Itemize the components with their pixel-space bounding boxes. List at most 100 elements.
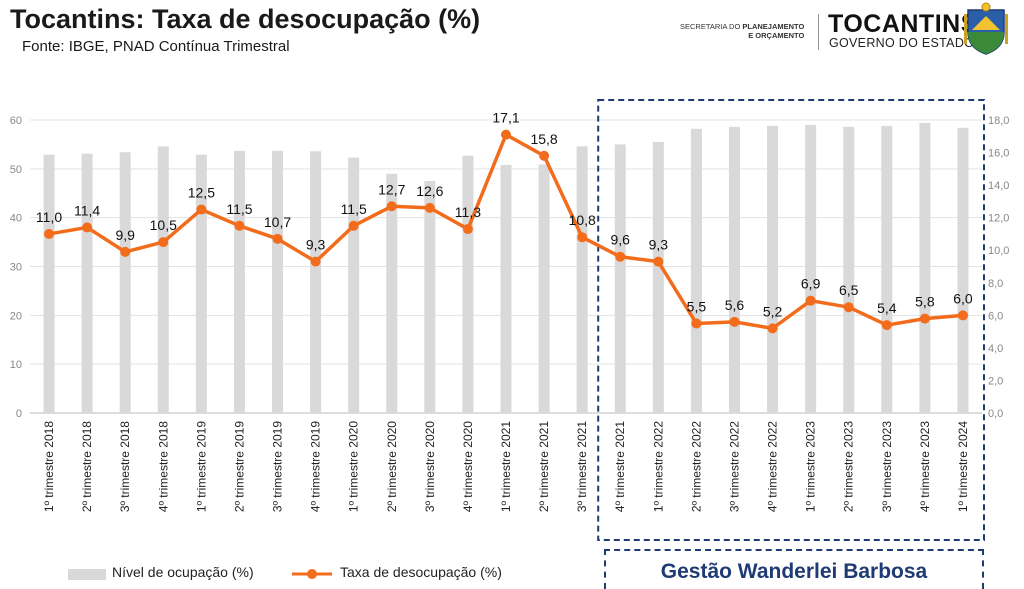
data-label-taxa: 6,0 bbox=[953, 290, 973, 306]
x-tick-label: 2º trimestre 2020 bbox=[385, 421, 399, 512]
data-label-taxa: 17,1 bbox=[492, 110, 519, 126]
x-tick-label: 3º trimestre 2018 bbox=[118, 421, 132, 512]
coat-of-arms-icon bbox=[964, 2, 1008, 55]
bar-nivel-ocupacao bbox=[386, 173, 398, 413]
point-taxa-desocupacao bbox=[272, 233, 283, 244]
x-tick-label: 1º trimestre 2020 bbox=[347, 421, 361, 512]
bar-nivel-ocupacao bbox=[690, 128, 702, 414]
point-taxa-desocupacao bbox=[691, 318, 702, 329]
bar-nivel-ocupacao bbox=[614, 144, 626, 413]
point-taxa-desocupacao bbox=[653, 256, 664, 267]
x-tick-label: 4º trimestre 2020 bbox=[461, 421, 475, 512]
point-taxa-desocupacao bbox=[767, 323, 778, 334]
x-tick-label: 3º trimestre 2023 bbox=[880, 421, 894, 512]
legend-label-taxa: Taxa de desocupação (%) bbox=[340, 564, 502, 580]
x-tick-label: 4º trimestre 2022 bbox=[766, 421, 780, 512]
point-taxa-desocupacao bbox=[843, 302, 854, 313]
point-taxa-desocupacao bbox=[805, 295, 816, 306]
y-right-tick-label: 14,0 bbox=[988, 180, 1009, 192]
x-tick-label: 4º trimestre 2018 bbox=[156, 421, 170, 512]
bar-nivel-ocupacao bbox=[195, 154, 207, 413]
y-left-tick-label: 0 bbox=[16, 408, 22, 420]
y-right-tick-label: 4,0 bbox=[988, 343, 1003, 355]
x-tick-label: 3º trimestre 2022 bbox=[727, 421, 741, 512]
x-tick-label: 3º trimestre 2020 bbox=[423, 421, 437, 512]
bar-nivel-ocupacao bbox=[348, 157, 360, 413]
data-label-taxa: 11,4 bbox=[74, 202, 100, 218]
legend-bar-swatch bbox=[68, 569, 106, 580]
data-label-taxa: 5,2 bbox=[763, 303, 783, 319]
point-taxa-desocupacao bbox=[196, 204, 207, 215]
data-label-taxa: 10,8 bbox=[569, 212, 596, 228]
y-right-tick-label: 12,0 bbox=[988, 213, 1009, 225]
x-tick-label: 2º trimestre 2022 bbox=[689, 421, 703, 512]
data-label-taxa: 9,6 bbox=[611, 232, 631, 248]
data-label-taxa: 10,5 bbox=[150, 217, 177, 233]
y-right-tick-label: 2,0 bbox=[988, 375, 1003, 387]
data-label-taxa: 15,8 bbox=[530, 131, 557, 147]
bar-nivel-ocupacao bbox=[843, 126, 855, 413]
bar-nivel-ocupacao bbox=[119, 152, 131, 414]
bar-nivel-ocupacao bbox=[805, 124, 817, 413]
bar-nivel-ocupacao bbox=[728, 126, 740, 413]
y-right-tick-label: 16,0 bbox=[988, 148, 1009, 160]
y-right-tick-label: 6,0 bbox=[988, 310, 1003, 322]
point-taxa-desocupacao bbox=[82, 222, 93, 233]
bar-nivel-ocupacao bbox=[652, 141, 664, 413]
highlight-region bbox=[597, 99, 985, 541]
bar-nivel-ocupacao bbox=[767, 125, 779, 414]
point-taxa-desocupacao bbox=[539, 150, 550, 161]
logo-divider bbox=[818, 14, 819, 50]
bar-nivel-ocupacao bbox=[957, 127, 969, 414]
y-left-tick-label: 60 bbox=[10, 115, 22, 127]
data-label-taxa: 12,7 bbox=[378, 181, 405, 197]
bar-nivel-ocupacao bbox=[233, 150, 245, 413]
data-label-taxa: 9,9 bbox=[115, 227, 135, 243]
point-taxa-desocupacao bbox=[615, 251, 626, 262]
x-tick-label: 2º trimestre 2018 bbox=[80, 421, 94, 512]
data-label-taxa: 9,3 bbox=[649, 237, 669, 253]
x-tick-label: 1º trimestre 2018 bbox=[42, 421, 56, 512]
bar-nivel-ocupacao bbox=[538, 164, 550, 413]
x-tick-label: 1º trimestre 2024 bbox=[956, 421, 970, 512]
x-tick-label: 1º trimestre 2021 bbox=[499, 421, 513, 512]
data-label-taxa: 5,8 bbox=[915, 294, 935, 310]
x-tick-label: 1º trimestre 2022 bbox=[651, 421, 665, 512]
data-label-taxa: 6,5 bbox=[839, 282, 859, 298]
x-tick-label: 4º trimestre 2021 bbox=[613, 421, 627, 512]
x-tick-label: 1º trimestre 2019 bbox=[194, 421, 208, 512]
gestao-label-box bbox=[604, 549, 984, 589]
chart-title: Tocantins: Taxa de desocupação (%) bbox=[10, 4, 481, 34]
data-label-taxa: 6,9 bbox=[801, 276, 821, 292]
bar-nivel-ocupacao bbox=[310, 151, 322, 413]
x-tick-label: 3º trimestre 2019 bbox=[271, 421, 285, 512]
data-label-taxa: 12,6 bbox=[416, 183, 443, 199]
y-right-tick-label: 8,0 bbox=[988, 278, 1003, 290]
y-left-tick-label: 50 bbox=[10, 164, 22, 176]
bar-nivel-ocupacao bbox=[43, 154, 55, 413]
y-left-tick-label: 10 bbox=[10, 359, 22, 371]
point-taxa-desocupacao bbox=[919, 313, 930, 324]
y-right-tick-label: 18,0 bbox=[988, 115, 1009, 127]
data-label-taxa: 5,4 bbox=[877, 300, 897, 316]
point-taxa-desocupacao bbox=[881, 320, 892, 331]
x-tick-label: 4º trimestre 2023 bbox=[918, 421, 932, 512]
data-label-taxa: 5,5 bbox=[687, 298, 707, 314]
x-tick-label: 3º trimestre 2021 bbox=[575, 421, 589, 512]
point-taxa-desocupacao bbox=[424, 202, 435, 213]
y-left-tick-label: 20 bbox=[10, 310, 22, 322]
point-taxa-desocupacao bbox=[462, 224, 473, 235]
y-left-tick-label: 40 bbox=[10, 213, 22, 225]
secretaria-line2: E ORÇAMENTO bbox=[748, 31, 805, 40]
y-right-tick-label: 0,0 bbox=[988, 408, 1003, 420]
data-label-taxa: 11,5 bbox=[341, 201, 367, 217]
legend-line-swatch bbox=[292, 569, 332, 579]
x-tick-label: 1º trimestre 2023 bbox=[804, 421, 818, 512]
bar-nivel-ocupacao bbox=[576, 146, 588, 413]
state-government-label: GOVERNO DO ESTADO bbox=[829, 36, 975, 50]
data-label-taxa: 5,6 bbox=[725, 297, 745, 313]
data-label-taxa: 9,3 bbox=[306, 237, 326, 253]
point-taxa-desocupacao bbox=[957, 310, 968, 321]
point-taxa-desocupacao bbox=[234, 220, 245, 231]
point-taxa-desocupacao bbox=[44, 228, 55, 239]
